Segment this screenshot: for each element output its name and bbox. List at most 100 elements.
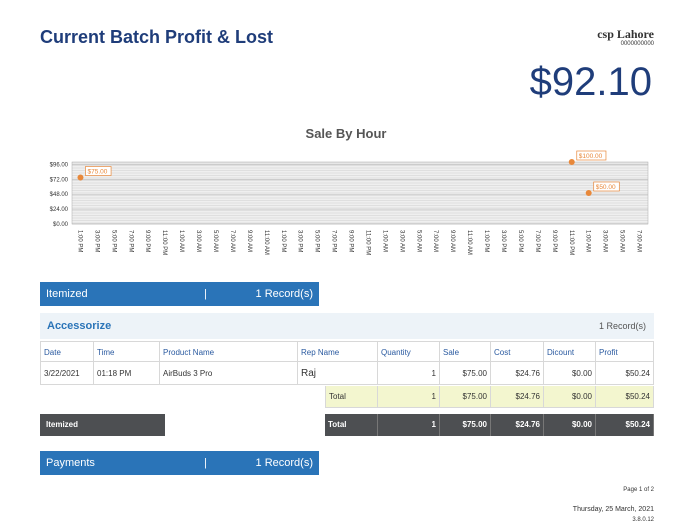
payments-bar: Payments | 1 Record(s) — [40, 451, 319, 475]
x-tick-label: 11:00 PM — [568, 230, 574, 255]
column-header: Rep Name — [298, 341, 378, 362]
x-tick-label: 3:00 PM — [297, 230, 303, 252]
x-tick-label: 7:00 AM — [229, 230, 235, 252]
version: 3.8.0.12 — [632, 517, 654, 523]
table-cell: AirBuds 3 Pro — [160, 362, 298, 385]
x-tick-label: 11:00 AM — [263, 230, 269, 255]
data-label: $75.00 — [87, 169, 107, 176]
company: csp Lahore — [597, 27, 654, 41]
point — [568, 159, 575, 165]
x-tick-label: 3:00 PM — [93, 230, 99, 252]
y-tick-label: $96.00 — [50, 162, 69, 168]
column-header: Product Name — [160, 341, 298, 362]
total-cell: $24.76 — [491, 386, 544, 408]
group-records: 1 Record(s) — [598, 321, 646, 331]
grand-total-cell: Total — [325, 414, 378, 436]
x-tick-label: 7:00 PM — [534, 230, 540, 252]
x-tick-label: 9:00 PM — [144, 230, 150, 252]
column-header: Time — [94, 341, 160, 362]
chart: Sale By Hour $0.00 $24.00 $48.00 $72.00 $96.… — [50, 126, 649, 255]
x-tick-label: 1:00 PM — [483, 230, 489, 252]
data-label: $100.00 — [579, 153, 603, 160]
x-tick-label: 1:00 AM — [178, 230, 184, 252]
print-date: Thursday, 25 March, 2021 — [572, 506, 654, 513]
x-tick-label: 5:00 AM — [619, 230, 625, 252]
table-cell: 3/22/2021 — [40, 362, 94, 385]
x-tick-label: 3:00 AM — [398, 230, 404, 252]
label-box — [576, 150, 607, 161]
column-header: Quantity — [378, 341, 440, 362]
x-tick-label: 11:00 AM — [466, 230, 472, 255]
point — [77, 174, 84, 181]
total-cell: 1 — [378, 386, 440, 408]
plot-area — [71, 161, 649, 225]
bar-separator: | — [204, 457, 207, 469]
bar-records: 1 Record(s) — [255, 457, 313, 469]
grand-total-cell: 1 — [378, 414, 440, 436]
grand-total-cell: $24.76 — [491, 414, 544, 436]
group-header: Accessorize 1 Record(s) — [40, 313, 654, 339]
bar-label: Itemized — [46, 288, 88, 300]
table-cell: $24.76 — [491, 362, 544, 385]
grand-total-cell: $50.24 — [596, 414, 654, 436]
data-label: $50.00 — [596, 184, 616, 191]
total-cell: $50.24 — [596, 386, 654, 408]
point — [585, 190, 592, 196]
table-cell: 01:18 PM — [94, 362, 160, 385]
total-cell: Total — [325, 386, 378, 408]
page-number: Page 1 of 2 — [623, 487, 654, 493]
x-tick-label: 5:00 AM — [415, 230, 421, 252]
company-code: 0000000000 — [620, 41, 654, 47]
y-tick-label: $48.00 — [50, 192, 69, 198]
y-tick-label: $24.00 — [50, 207, 69, 213]
bar-label: Payments — [46, 457, 95, 469]
x-tick-label: 7:00 AM — [636, 230, 642, 252]
column-header: Dicount — [544, 341, 596, 362]
total-cell: $0.00 — [544, 386, 596, 408]
x-tick-label: 1:00 PM — [280, 230, 286, 252]
amount: $92.10 — [529, 60, 652, 104]
x-tick-label: 9:00 AM — [449, 230, 455, 252]
x-tick-label: 5:00 PM — [314, 230, 320, 252]
x-tick-label: 9:00 AM — [246, 230, 252, 252]
x-tick-label: 5:00 PM — [110, 230, 116, 252]
x-tick-label: 9:00 PM — [551, 230, 557, 252]
grand-total-cell: $0.00 — [544, 414, 596, 436]
x-tick-label: 3:00 AM — [195, 230, 201, 252]
x-tick-label: 1:00 AM — [585, 230, 591, 252]
x-tick-label: 11:00 PM — [364, 230, 370, 255]
itemized-bar: Itemized | 1 Record(s) — [40, 282, 319, 306]
x-tick-label: 3:00 AM — [602, 230, 608, 252]
chart-title: Sale By Hour — [306, 126, 387, 141]
table-cell: Raj — [298, 362, 378, 385]
x-tick-label: 11:00 PM — [161, 230, 167, 255]
x-tick-label: 3:00 PM — [500, 230, 506, 252]
grand-total-cell: $75.00 — [440, 414, 491, 436]
column-header: Cost — [491, 341, 544, 362]
grand-label: Itemized — [40, 414, 165, 436]
label-box — [593, 181, 620, 192]
x-tick-label: 1:00 PM — [76, 230, 82, 252]
column-header: Sale — [440, 341, 491, 362]
x-tick-label: 7:00 PM — [331, 230, 337, 252]
table-cell: 1 — [378, 362, 440, 385]
table-cell: $75.00 — [440, 362, 491, 385]
x-tick-label: 7:00 PM — [127, 230, 133, 252]
x-tick-label: 5:00 AM — [212, 230, 218, 252]
x-tick-label: 5:00 PM — [517, 230, 523, 252]
column-header: Profit — [596, 341, 654, 362]
table-cell: $50.24 — [596, 362, 654, 385]
column-header: Date — [40, 341, 94, 362]
y-tick-label: $0.00 — [53, 222, 69, 228]
total-cell: $75.00 — [440, 386, 491, 408]
report-title: Current Batch Profit & Lost — [40, 27, 274, 47]
y-tick-label: $72.00 — [50, 177, 69, 183]
x-tick-label: 1:00 AM — [381, 230, 387, 252]
x-tick-label: 9:00 PM — [348, 230, 354, 252]
label-box — [85, 166, 112, 176]
table-cell: $0.00 — [544, 362, 596, 385]
x-tick-label: 7:00 AM — [432, 230, 438, 252]
group-name: Accessorize — [47, 320, 112, 332]
